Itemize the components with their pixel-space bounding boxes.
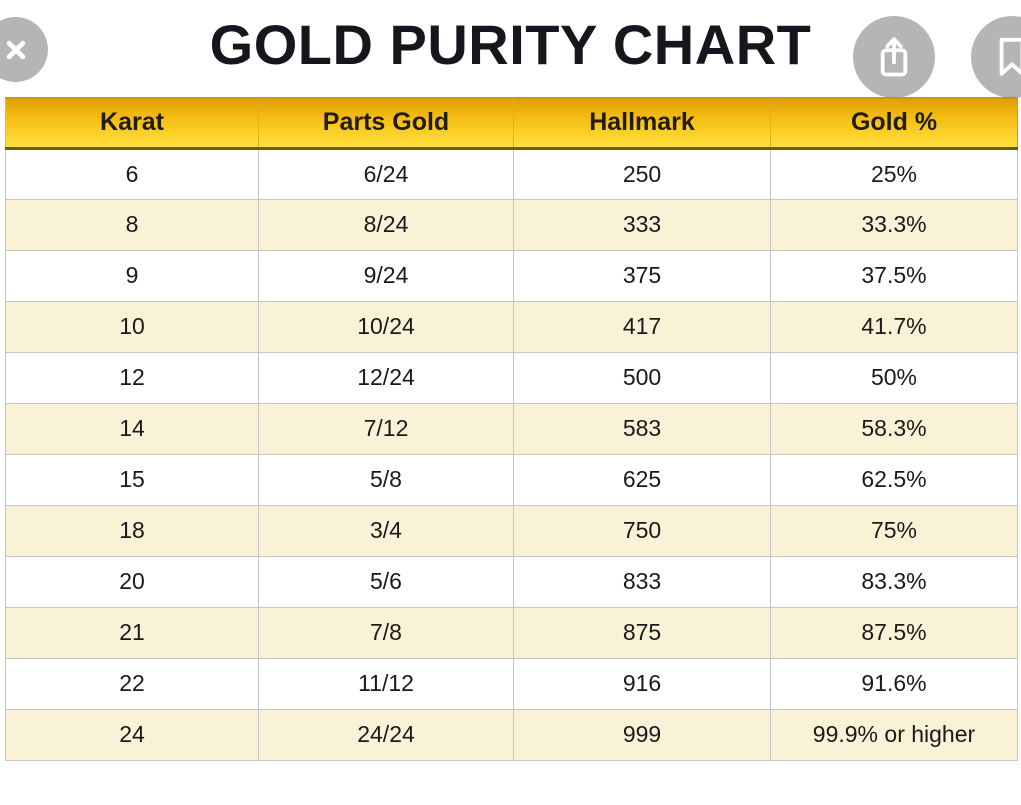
table-row: 20 5/6 833 83.3% [5,555,1018,608]
column-header-gold-percent: Gold % [770,97,1018,150]
table-cell: 999 [513,708,771,761]
table-cell: 25% [770,147,1018,200]
table-cell: 99.9% or higher [770,708,1018,761]
table-cell: 6/24 [258,147,514,200]
table-cell: 375 [513,249,771,302]
table-cell: 62.5% [770,453,1018,506]
table-cell: 7/8 [258,606,514,659]
table-cell: 833 [513,555,771,608]
table-row: 24 24/24 999 99.9% or higher [5,708,1018,761]
table-row: 6 6/24 250 25% [5,147,1018,200]
gold-purity-table: Karat Parts Gold Hallmark Gold % 6 6/24 25… [5,97,1018,761]
table-cell: 41.7% [770,300,1018,353]
table-cell: 6 [5,147,259,200]
column-header-karat: Karat [5,97,259,150]
page-title: GOLD PURITY CHART [209,13,812,76]
table-cell: 9 [5,249,259,302]
table-row: 22 11/12 916 91.6% [5,657,1018,710]
table-row: 14 7/12 583 58.3% [5,402,1018,455]
close-x-icon [6,40,25,59]
table-cell: 8/24 [258,198,514,251]
table-body: 6 6/24 250 25% 8 8/24 333 33.3% 9 9/24 375 37.5% 10 1… [5,147,1018,761]
bookmark-icon [999,37,1021,76]
table-cell: 58.3% [770,402,1018,455]
table-cell: 33.3% [770,198,1018,251]
table-cell: 5/6 [258,555,514,608]
table-cell: 15 [5,453,259,506]
table-cell: 250 [513,147,771,200]
table-cell: 333 [513,198,771,251]
table-cell: 37.5% [770,249,1018,302]
table-cell: 22 [5,657,259,710]
table-cell: 12 [5,351,259,404]
column-header-hallmark: Hallmark [513,97,771,150]
table-row: 15 5/8 625 62.5% [5,453,1018,506]
share-button[interactable] [853,16,935,98]
column-header-parts-gold: Parts Gold [258,97,514,150]
table-header-row: Karat Parts Gold Hallmark Gold % [5,97,1018,150]
table-cell: 916 [513,657,771,710]
table-row: 8 8/24 333 33.3% [5,198,1018,251]
table-cell: 7/12 [258,402,514,455]
table-cell: 9/24 [258,249,514,302]
table-row: 12 12/24 500 50% [5,351,1018,404]
table-cell: 417 [513,300,771,353]
table-cell: 18 [5,504,259,557]
share-up-arrow-icon [880,37,908,77]
table-cell: 83.3% [770,555,1018,608]
table-row: 10 10/24 417 41.7% [5,300,1018,353]
table-cell: 12/24 [258,351,514,404]
table-cell: 14 [5,402,259,455]
table-cell: 625 [513,453,771,506]
table-cell: 583 [513,402,771,455]
table-row: 21 7/8 875 87.5% [5,606,1018,659]
table-cell: 500 [513,351,771,404]
table-cell: 10 [5,300,259,353]
table-cell: 91.6% [770,657,1018,710]
table-cell: 750 [513,504,771,557]
table-cell: 5/8 [258,453,514,506]
table-cell: 87.5% [770,606,1018,659]
table-row: 9 9/24 375 37.5% [5,249,1018,302]
table-cell: 11/12 [258,657,514,710]
table-cell: 24/24 [258,708,514,761]
table-cell: 24 [5,708,259,761]
table-cell: 3/4 [258,504,514,557]
table-cell: 21 [5,606,259,659]
table-cell: 10/24 [258,300,514,353]
table-cell: 20 [5,555,259,608]
table-cell: 75% [770,504,1018,557]
table-cell: 875 [513,606,771,659]
table-cell: 8 [5,198,259,251]
table-row: 18 3/4 750 75% [5,504,1018,557]
table-cell: 50% [770,351,1018,404]
